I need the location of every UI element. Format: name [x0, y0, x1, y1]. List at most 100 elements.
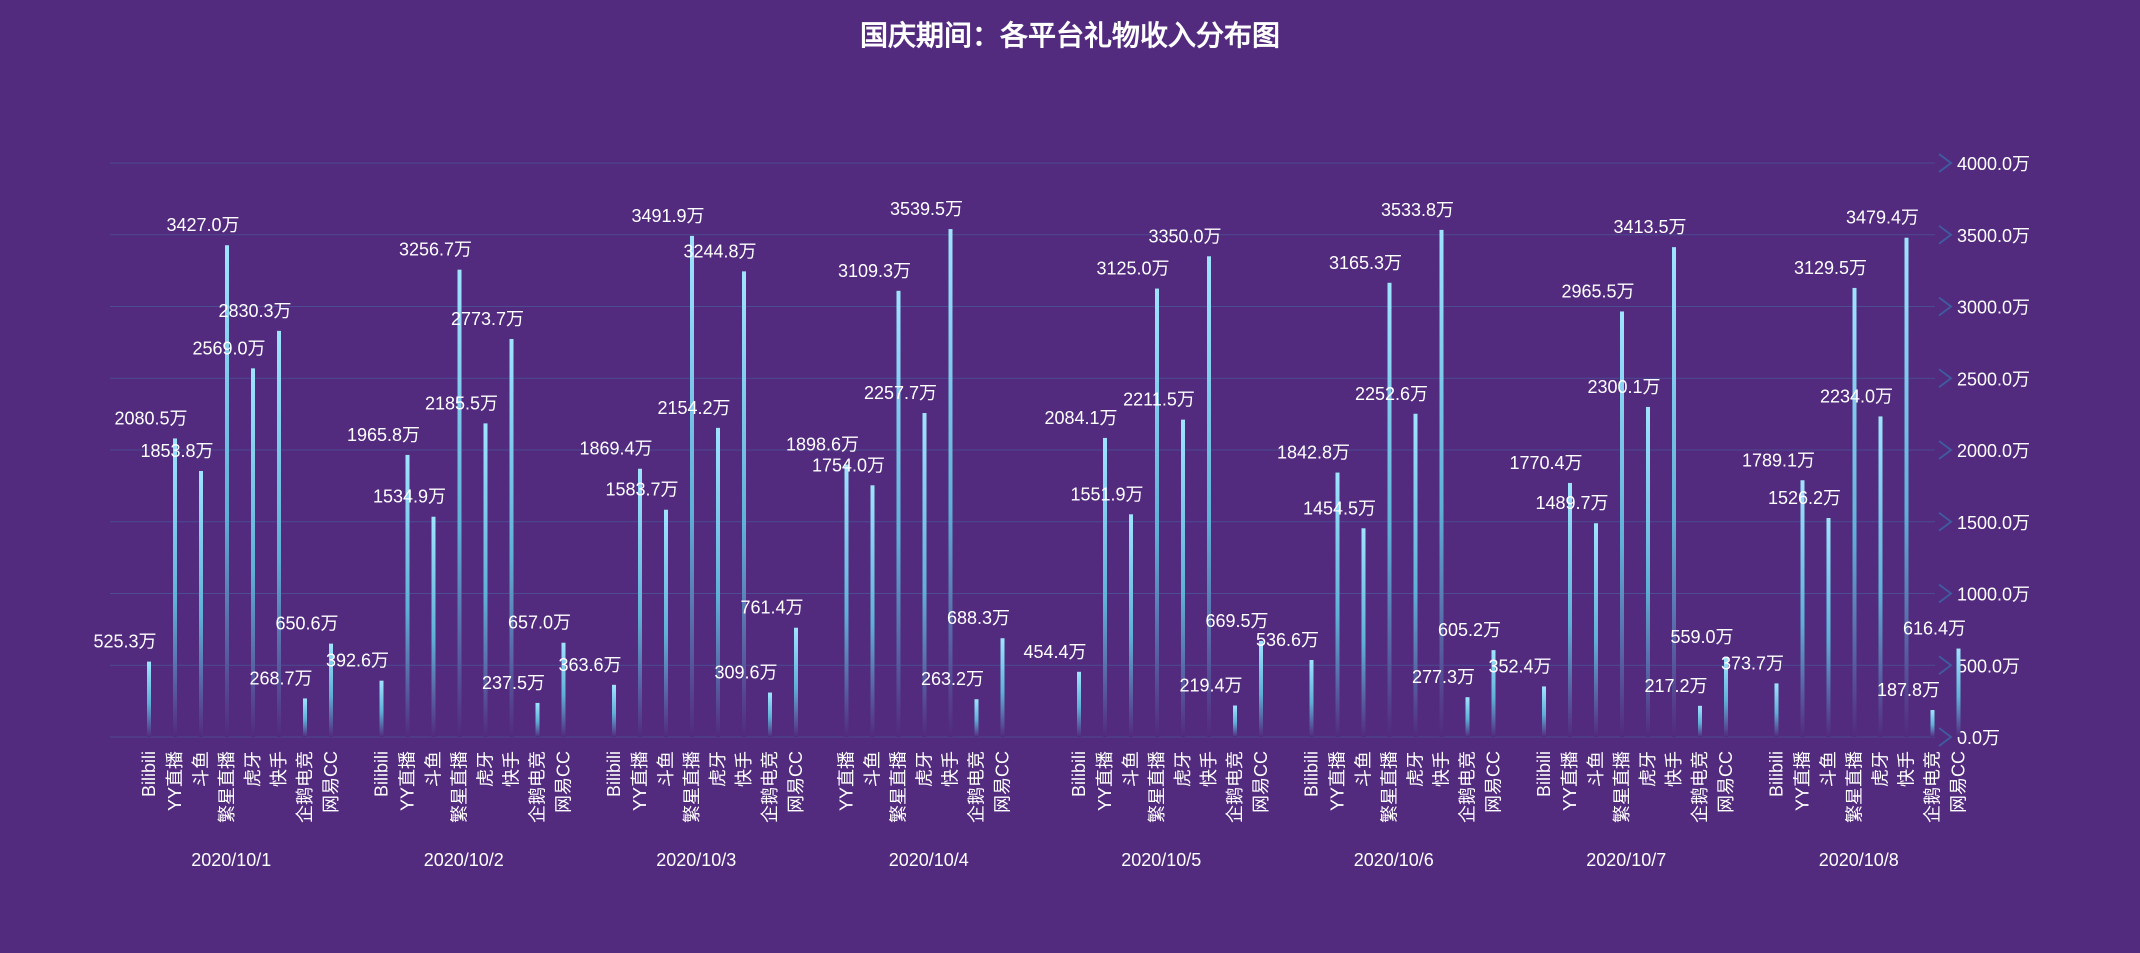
bar-value-label: 3350.0万	[1148, 226, 1221, 246]
bar-value-label: 3165.3万	[1329, 253, 1402, 273]
bar	[1259, 640, 1263, 737]
bar	[1361, 528, 1366, 737]
bar	[1181, 419, 1185, 737]
chart-title: 国庆期间：各平台礼物收入分布图	[860, 19, 1280, 51]
x-category-label: 网易CC	[554, 751, 574, 813]
x-category-label: YY直播	[630, 751, 650, 811]
x-category-label: YY直播	[1328, 751, 1348, 811]
x-category-label: 虎牙	[1406, 751, 1426, 787]
bar	[405, 454, 410, 737]
bar-value-label: 373.7万	[1721, 653, 1784, 673]
bar	[1387, 282, 1392, 737]
x-category-label: 网易CC	[993, 751, 1013, 813]
bar	[612, 684, 616, 737]
x-category-label: Bilibili	[372, 751, 392, 797]
bar	[1542, 686, 1546, 737]
x-category-label: 斗鱼	[656, 751, 676, 787]
x-category-label: Bilibili	[604, 751, 624, 797]
bar-value-label: 3427.0万	[166, 215, 239, 235]
bar	[1724, 656, 1728, 737]
bar-value-label: 536.6万	[1256, 630, 1319, 650]
bar-value-label: 1534.9万	[373, 487, 446, 507]
bar	[870, 485, 875, 737]
bar	[1698, 705, 1702, 737]
bar-value-label: 3539.5万	[890, 199, 963, 219]
x-category-label: 虎牙	[1173, 751, 1193, 787]
x-category-label: 快手	[1897, 751, 1917, 787]
x-category-label: 企鹅电竞	[760, 751, 780, 823]
bar-value-label: 1869.4万	[579, 439, 652, 459]
bar	[147, 661, 151, 737]
bar	[483, 423, 488, 737]
bar	[1568, 482, 1572, 737]
x-category-label: Bilibili	[1302, 751, 1322, 797]
y-tick-arrow-icon	[1938, 224, 1953, 245]
x-category-label: 斗鱼	[424, 751, 444, 787]
x-category-label: YY直播	[398, 751, 418, 811]
bar	[225, 245, 229, 737]
bar-value-label: 263.2万	[921, 669, 984, 689]
bar	[1930, 710, 1935, 737]
x-category-label: 繁星直播	[1147, 751, 1167, 823]
bar-value-label: 3533.8万	[1381, 200, 1454, 220]
bar	[1309, 659, 1314, 737]
bar	[1077, 671, 1081, 737]
bar	[794, 627, 798, 737]
x-category-label: 企鹅电竞	[295, 751, 315, 823]
y-tick-label: 1500.0万	[1957, 513, 2030, 533]
x-category-label: 快手	[941, 751, 961, 787]
x-category-label: 快手	[1199, 751, 1219, 787]
bar-value-label: 2252.6万	[1355, 384, 1428, 404]
x-group-date-label: 2020/10/4	[889, 850, 969, 870]
bars-layer	[147, 229, 1961, 737]
x-group-date-label: 2020/10/6	[1354, 850, 1434, 870]
bar	[431, 516, 436, 737]
x-group-date-label: 2020/10/1	[191, 850, 271, 870]
bar-value-label: 217.2万	[1644, 676, 1707, 696]
x-category-label: 繁星直播	[682, 751, 702, 823]
x-category-label: 快手	[734, 751, 754, 787]
bar-value-label: 1842.8万	[1277, 443, 1350, 463]
x-category-label: 繁星直播	[889, 751, 909, 823]
bar-value-label: 2234.0万	[1820, 386, 1893, 406]
bar-value-label: 237.5万	[482, 673, 545, 693]
bar-value-label: 605.2万	[1438, 620, 1501, 640]
x-category-label: 企鹅电竞	[1458, 751, 1478, 823]
x-category-label: 网易CC	[1484, 751, 1504, 813]
bar	[1826, 517, 1831, 737]
x-category-label: 企鹅电竞	[1690, 751, 1710, 823]
y-tick-label: 2500.0万	[1957, 369, 2030, 389]
x-category-label: Bilibili	[1767, 751, 1787, 797]
bar-value-label: 219.4万	[1179, 676, 1242, 696]
x-category-label: 虎牙	[708, 751, 728, 787]
bar-value-label: 2080.5万	[114, 408, 187, 428]
y-tick-arrow-icon	[1938, 727, 1953, 747]
labels-layer: 525.3万 2080.5万 1853.8万 3427.0万 2569.0万 2830.3…	[93, 199, 1966, 700]
x-category-label: 斗鱼	[863, 751, 883, 787]
bar	[1594, 523, 1598, 737]
bar-value-label: 1551.9万	[1070, 484, 1143, 504]
bar-value-label: 2300.1万	[1587, 377, 1660, 397]
y-tick-arrow-icon	[1938, 511, 1953, 532]
x-category-label: YY直播	[837, 751, 857, 811]
x-group-date-label: 2020/10/5	[1121, 850, 1201, 870]
bar-value-label: 761.4万	[740, 598, 803, 618]
x-category-label: 快手	[269, 751, 289, 787]
bar	[509, 338, 514, 737]
bar	[561, 642, 566, 737]
y-tick-label: 3500.0万	[1957, 226, 2030, 246]
bar	[379, 680, 384, 737]
bar	[948, 229, 953, 737]
bar-value-label: 525.3万	[93, 632, 156, 652]
bar-value-label: 187.8万	[1877, 680, 1940, 700]
bar-value-label: 657.0万	[508, 613, 571, 633]
bar	[251, 368, 255, 737]
bar-value-label: 268.7万	[249, 668, 312, 688]
y-tick-label: 3000.0万	[1957, 298, 2030, 318]
x-category-label: YY直播	[1793, 751, 1813, 811]
x-category-label: YY直播	[165, 751, 185, 811]
x-category-label: 快手	[1432, 751, 1452, 787]
bar	[1774, 683, 1779, 737]
bar	[1413, 413, 1418, 737]
bar	[1672, 247, 1676, 737]
